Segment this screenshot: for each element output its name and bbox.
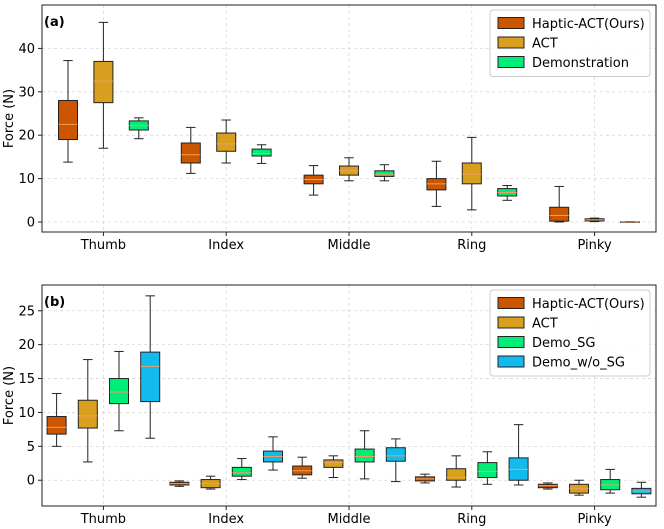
- box-ACT-Index: [216, 119, 237, 164]
- box-iqr: [77, 399, 98, 429]
- y-tick-label: 30: [18, 85, 35, 100]
- box-ACT-Middle: [339, 157, 359, 182]
- box-iqr: [374, 170, 395, 177]
- box-ACT-Pinky: [569, 479, 589, 496]
- box-Demo_SG-Thumb: [109, 350, 129, 432]
- box-Haptic-ACT(Ours)-Ring: [426, 160, 447, 207]
- y-tick-label: 10: [18, 172, 35, 187]
- box-iqr: [323, 459, 344, 468]
- box-Demo_w/o_SG-Ring: [508, 424, 529, 486]
- box-Demonstration-Index: [251, 144, 272, 164]
- legend: Haptic-ACT(Ours) ACT Demo_SG Demo_w/o_SG: [489, 289, 651, 377]
- x-tick-label: Middle: [328, 512, 371, 527]
- box-Demo_SG-Pinky: [600, 468, 621, 494]
- y-tick-label: 40: [18, 42, 35, 57]
- y-tick-label: 15: [18, 372, 35, 387]
- y-tick-label: 20: [18, 338, 35, 353]
- y-axis-label: Force (N): [2, 89, 17, 148]
- box-Demo_w/o_SG-Thumb: [140, 295, 161, 439]
- box-iqr: [446, 468, 467, 481]
- y-tick-label: 0: [27, 216, 35, 231]
- x-tick-label: Thumb: [80, 512, 126, 527]
- box-Demonstration-Ring: [497, 185, 518, 201]
- box-Haptic-ACT(Ours)-Thumb: [46, 392, 67, 447]
- box-Demonstration-Middle: [374, 164, 395, 182]
- box-Demo_w/o_SG-Index: [263, 436, 283, 471]
- box-iqr: [109, 378, 129, 405]
- box-Demo_SG-Index: [231, 458, 252, 481]
- panel-label: (a): [44, 15, 65, 30]
- legend-frame: [489, 289, 651, 377]
- box-iqr: [58, 99, 78, 141]
- legend-label: Demo_SG: [532, 336, 595, 351]
- box-iqr: [180, 142, 201, 164]
- box-Haptic-ACT(Ours)-Middle: [303, 165, 324, 196]
- box-iqr: [46, 416, 67, 435]
- y-tick-label: 10: [18, 406, 35, 421]
- chart-panel-1: 0 10 20 30 40 Thumb Index Middle Ring Pinky Force …: [2, 4, 657, 253]
- y-tick-label: 20: [18, 129, 35, 144]
- x-tick-label: Pinky: [578, 512, 612, 527]
- box-Haptic-ACT(Ours)-Pinky: [537, 482, 558, 490]
- box-Haptic-ACT(Ours)-Pinky: [549, 185, 570, 223]
- box-iqr: [477, 462, 498, 479]
- box-iqr: [461, 162, 482, 185]
- legend-swatch: [497, 297, 525, 309]
- y-tick-label: 0: [27, 474, 35, 489]
- box-Haptic-ACT(Ours)-Index: [169, 480, 190, 487]
- legend-swatch: [497, 36, 525, 49]
- legend-swatch: [497, 17, 525, 29]
- x-tick-label: Ring: [457, 512, 486, 527]
- chart-panel-2: 0 5 10 15 20 25 Thumb Index Middle Ring Pinky Force…: [2, 284, 657, 527]
- box-Haptic-ACT(Ours)-Thumb: [58, 60, 78, 163]
- box-Haptic-ACT(Ours)-Ring: [415, 473, 435, 484]
- y-axis-label: Force (N): [2, 366, 17, 425]
- legend-label: ACT: [532, 37, 558, 52]
- box-ACT-Thumb: [77, 359, 98, 463]
- y-tick-label: 25: [18, 304, 35, 319]
- box-iqr: [140, 351, 161, 403]
- x-tick-label: Index: [208, 512, 244, 527]
- box-iqr: [216, 132, 237, 152]
- legend-swatch: [497, 56, 525, 68]
- legend: Haptic-ACT(Ours) ACT Demonstration: [489, 9, 651, 77]
- box-Demonstration-Pinky: [620, 221, 640, 223]
- legend-label: ACT: [532, 317, 558, 332]
- legend-label: Demonstration: [532, 56, 629, 71]
- box-iqr: [251, 148, 272, 157]
- box-ACT-Middle: [323, 455, 344, 479]
- box-ACT-Thumb: [93, 21, 114, 149]
- y-tick-label: 5: [27, 440, 35, 455]
- legend-swatch: [497, 336, 525, 348]
- box-ACT-Ring: [446, 455, 467, 488]
- box-Demo_w/o_SG-Middle: [385, 438, 406, 483]
- legend-swatch: [497, 355, 525, 368]
- box-Haptic-ACT(Ours)-Index: [180, 126, 201, 174]
- box-Demo_SG-Ring: [477, 451, 498, 485]
- box-ACT-Index: [200, 475, 221, 490]
- legend-label: Haptic-ACT(Ours): [532, 17, 645, 32]
- box-iqr: [231, 466, 252, 477]
- legend-label: Haptic-ACT(Ours): [532, 297, 645, 312]
- box-iqr: [385, 447, 406, 462]
- x-tick-label: Pinky: [578, 238, 612, 253]
- box-Demonstration-Thumb: [128, 117, 149, 140]
- x-tick-label: Middle: [328, 238, 371, 253]
- box-ACT-Pinky: [584, 217, 605, 223]
- legend-swatch: [497, 316, 525, 329]
- panel-label: (b): [44, 295, 65, 310]
- x-tick-label: Thumb: [80, 238, 126, 253]
- legend-frame: [489, 9, 651, 77]
- box-iqr: [354, 448, 375, 463]
- box-iqr: [93, 60, 114, 104]
- box-iqr: [549, 206, 570, 222]
- box-Demo_w/o_SG-Pinky: [631, 481, 652, 498]
- x-tick-label: Index: [208, 238, 244, 253]
- x-tick-label: Ring: [457, 238, 486, 253]
- box-Demo_SG-Middle: [354, 430, 375, 480]
- box-ACT-Ring: [461, 136, 482, 211]
- legend-label: Demo_w/o_SG: [532, 356, 625, 371]
- box-Haptic-ACT(Ours)-Middle: [292, 456, 313, 479]
